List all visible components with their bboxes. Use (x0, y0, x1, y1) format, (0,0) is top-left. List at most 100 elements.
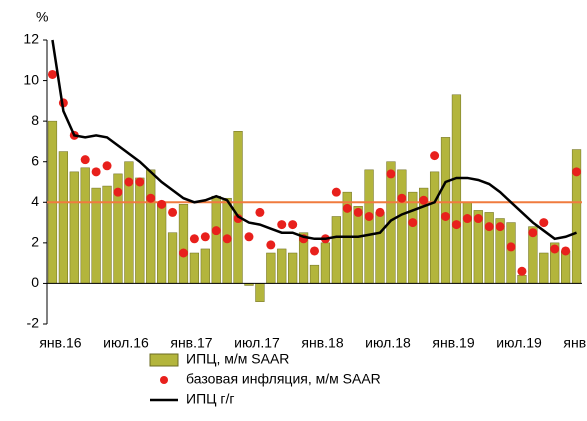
x-tick-label: янв.19 (432, 335, 474, 351)
dot (157, 199, 167, 209)
x-tick-label: июл.17 (234, 335, 280, 351)
dot (80, 155, 90, 165)
dot (189, 234, 199, 244)
bar (277, 248, 287, 284)
y-tick-label: 10 (23, 71, 39, 87)
dot (222, 234, 232, 244)
x-tick-label: июл.19 (496, 335, 542, 351)
dot (255, 207, 265, 217)
legend-label: базовая инфляция, м/м SAAR (186, 371, 381, 387)
bar (375, 212, 385, 284)
dot (168, 207, 178, 217)
dot (386, 169, 396, 179)
bar (135, 177, 145, 284)
dot (353, 207, 363, 217)
dot (146, 193, 156, 203)
y-unit: % (36, 9, 48, 25)
bar (364, 169, 374, 284)
dot (539, 218, 549, 228)
x-tick-label: июл.16 (103, 335, 149, 351)
bar (506, 222, 516, 284)
x-tick-label: янв.20 (563, 335, 587, 351)
y-tick-label: 6 (31, 152, 39, 168)
dot (342, 203, 352, 213)
line (51, 39, 577, 241)
bar (189, 252, 200, 284)
legend-label: ИПЦ г/г (186, 391, 234, 407)
dot (124, 177, 134, 187)
dot (211, 226, 221, 236)
x-tick-label: янв.16 (39, 335, 81, 351)
dot (135, 177, 145, 187)
dot (397, 193, 407, 203)
y-tick-label: -2 (27, 315, 40, 331)
dot (310, 246, 319, 256)
bar (146, 169, 156, 284)
dot (364, 211, 374, 221)
bar (561, 250, 571, 284)
dot (484, 222, 494, 232)
bar (408, 191, 418, 284)
bar (429, 171, 440, 284)
dot (331, 187, 341, 197)
dot (550, 244, 560, 254)
dot (113, 187, 123, 197)
dot (528, 228, 538, 238)
dot (266, 240, 276, 250)
dot (517, 266, 527, 276)
legend-swatch (160, 376, 168, 384)
dot (495, 222, 505, 232)
dot (200, 232, 210, 242)
dot (430, 151, 440, 161)
dot (375, 207, 385, 217)
bar (58, 151, 68, 284)
bar (200, 248, 210, 284)
bar (320, 242, 331, 284)
legend-label: ИПЦ, м/м SAAR (186, 351, 289, 367)
dot (451, 220, 461, 230)
bar (266, 252, 276, 284)
bar (517, 275, 527, 284)
dot (441, 211, 451, 221)
bar (178, 204, 189, 284)
dot (233, 214, 243, 224)
bar (331, 216, 341, 284)
dot (506, 242, 516, 252)
y-tick-label: 12 (23, 31, 39, 47)
dot (244, 232, 254, 242)
legend-swatch (149, 353, 179, 367)
bar (157, 202, 167, 284)
dot (462, 214, 472, 224)
bar (397, 169, 407, 284)
dot (473, 214, 483, 224)
dot (277, 220, 287, 230)
y-tick-label: 8 (31, 112, 39, 128)
dot (572, 167, 582, 177)
dot (408, 218, 418, 228)
bar (69, 171, 79, 284)
bar (288, 252, 298, 284)
dot (47, 69, 57, 79)
dot (102, 161, 112, 171)
bar (353, 206, 363, 284)
y-tick-label: 4 (31, 193, 39, 209)
bar (233, 131, 243, 284)
bar (309, 264, 320, 284)
dot (419, 195, 429, 205)
x-tick-label: янв.17 (170, 335, 212, 351)
dot (178, 248, 188, 258)
dot (561, 246, 571, 256)
bar (102, 185, 112, 284)
bar (211, 195, 221, 284)
bar (451, 94, 462, 284)
bar (255, 283, 265, 302)
y-tick-label: 2 (31, 234, 39, 250)
bar (80, 167, 90, 284)
x-tick-label: июл.18 (365, 335, 411, 351)
bar (167, 232, 178, 284)
dot (288, 220, 298, 230)
dot (91, 167, 101, 177)
y-tick-label: 0 (31, 274, 39, 290)
bar (539, 252, 549, 284)
